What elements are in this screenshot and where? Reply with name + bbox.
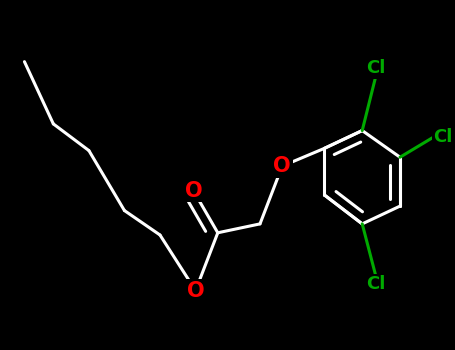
Text: O: O xyxy=(187,281,204,301)
Text: Cl: Cl xyxy=(366,59,385,77)
Text: Cl: Cl xyxy=(366,275,385,293)
Text: O: O xyxy=(273,156,291,176)
Text: O: O xyxy=(185,181,202,201)
Text: Cl: Cl xyxy=(433,128,453,146)
